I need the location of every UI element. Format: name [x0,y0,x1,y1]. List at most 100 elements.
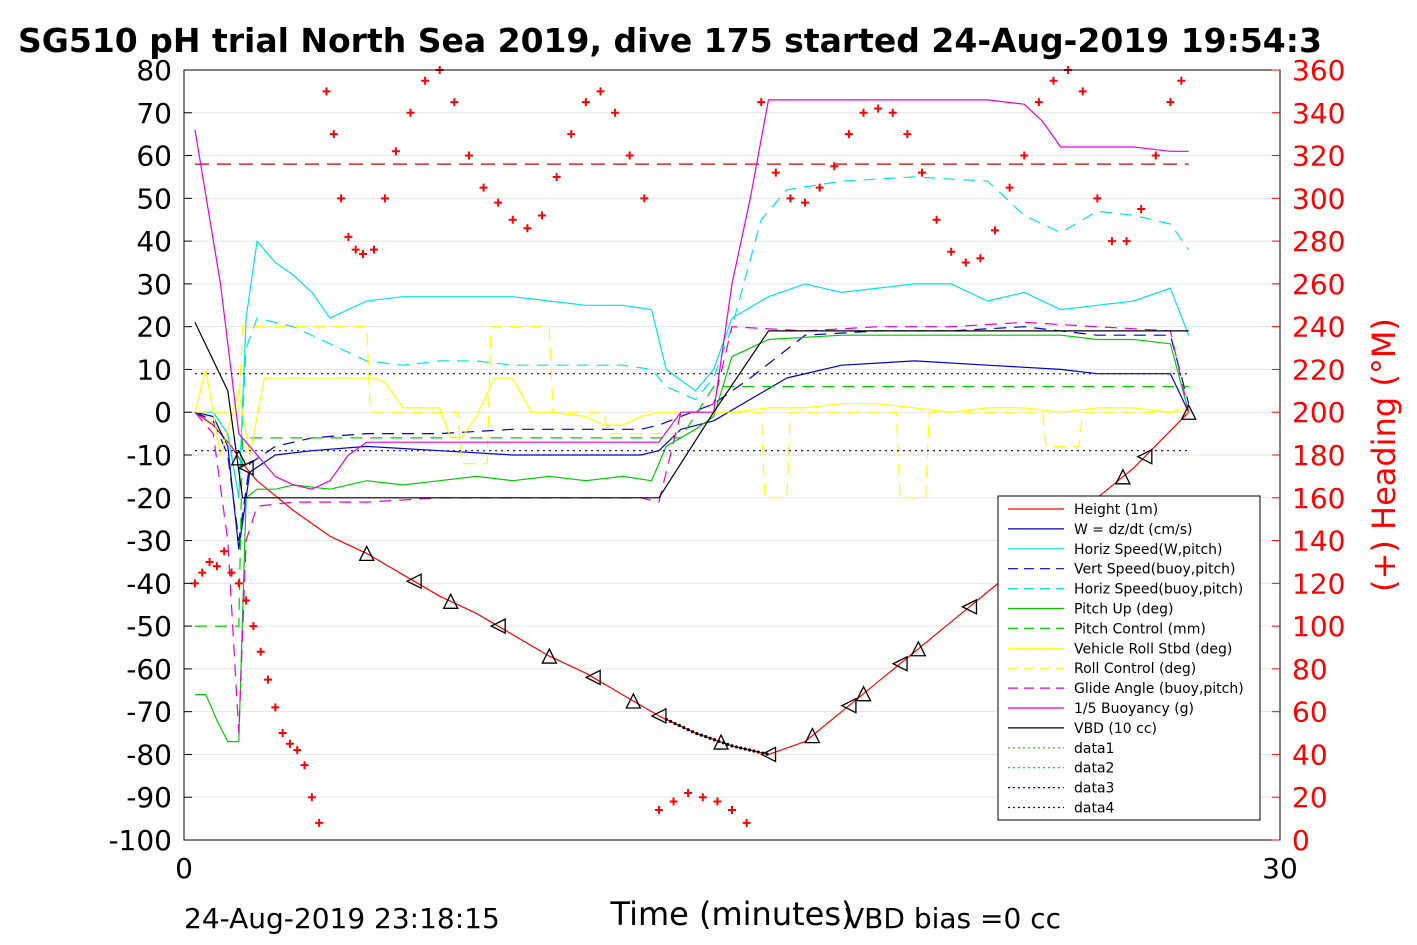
x-axis-ticks: 0 30 [175,832,1298,885]
height-dense-marker [669,719,673,724]
y-tick-label-13: -50 [126,610,172,643]
heading-marker [917,168,926,177]
heading-marker [1122,237,1131,246]
heading-marker [1107,237,1116,246]
height-dense-marker [695,731,699,736]
heading-marker [552,172,561,181]
heading-marker [264,675,273,684]
heading-marker [1020,151,1029,160]
heading-marker [329,130,338,139]
heading-marker [307,793,316,802]
heading-marker [322,87,331,96]
heading-marker [285,739,294,748]
y2-tick-label-14: 80 [1292,653,1328,686]
heading-marker [947,247,956,256]
height-dense-marker [739,746,743,750]
y-tick-label-5: 30 [136,268,172,301]
heading-marker [1078,87,1087,96]
heading-marker [1137,205,1146,214]
heading-marker [596,87,605,96]
height-dense-marker [712,738,717,742]
heading-marker [669,797,678,806]
y2-tick-label-1: 340 [1292,97,1345,130]
heading-marker [874,104,883,113]
series-line-0 [194,411,1190,756]
y-axis-left-ticks: 80 70 60 50 40 30 20 10 0 -10 -20 -30 -40 -50 -60 -70 -8… [108,54,192,857]
heading-marker [976,254,985,263]
heading-marker [786,194,795,203]
height-dense-marker [664,717,668,721]
y2-tick-label-6: 240 [1292,311,1345,344]
height-dense-marker [690,730,695,734]
heading-marker [581,98,590,107]
heading-marker [684,788,693,797]
height-triangle-markers [230,403,1197,763]
legend-entry-9: Glide Angle (buoy,pitch) [1074,681,1244,697]
heading-marker [198,568,207,577]
legend-entry-11: VBD (10 cc) [1074,721,1157,737]
heading-marker [494,198,503,207]
y-tick-label-15: -70 [126,696,172,729]
height-dense-marker [730,744,734,748]
y2-tick-label-5: 260 [1292,268,1345,301]
height-triangle-marker [1180,403,1197,420]
legend-entry-7: Vehicle Roll Stbd (deg) [1074,641,1232,657]
legend-entry-15: data4 [1074,801,1115,817]
y2-tick-label-16: 40 [1292,738,1328,771]
height-triangle-marker [625,692,642,709]
heading-marker [538,211,547,220]
heading-marker [249,622,258,631]
heading-marker [508,215,517,224]
heading-marker [932,215,941,224]
legend-entry-8: Roll Control (deg) [1074,661,1196,677]
series-line-7 [194,368,1189,456]
height-triangle-marker [760,746,777,763]
legend-entry-0: Height (1m) [1074,502,1158,518]
heading-marker [1049,76,1058,85]
y-tick-label-12: -40 [126,567,172,600]
height-dense-marker [704,735,708,739]
heading-marker [406,108,415,117]
heading-marker [611,108,620,117]
y2-tick-label-4: 280 [1292,225,1345,258]
y-tick-label-6: 20 [136,311,172,344]
legend-entry-2: Horiz Speed(W,pitch) [1074,542,1222,558]
legend-box [997,495,1261,821]
height-triangle-marker [1114,468,1131,485]
y2-tick-label-18: 0 [1292,824,1310,857]
series-line-10 [194,99,1189,490]
heading-marker [991,226,1000,235]
heading-marker [220,547,229,556]
heading-marker [278,729,287,738]
y2-tick-label-8: 200 [1292,396,1345,429]
heading-marker [293,746,302,755]
heading-marker [450,98,459,107]
heading-marker [523,224,532,233]
x-axis-label: Time (minutes) [610,895,854,933]
series-line-2 [195,240,1190,499]
heading-marker [234,579,243,588]
y2-axis-label: (+) Heading (°M) [1365,318,1403,592]
series-line-9 [194,321,1190,734]
heading-marker [227,568,236,577]
legend-entry-12: data1 [1074,741,1114,757]
heading-marker [256,647,265,656]
series-line-8 [195,326,1189,499]
y2-tick-label-11: 140 [1292,525,1345,558]
heading-marker [380,194,389,203]
heading-marker [815,183,824,192]
heading-marker [271,703,280,712]
height-dense-marker [726,742,730,746]
height-triangle-marker [910,640,927,657]
series-line-5 [195,334,1190,743]
y2-tick-label-13: 100 [1292,610,1345,643]
heading-marker [351,245,360,254]
y2-tick-label-3: 300 [1292,182,1345,215]
legend-entry-13: data2 [1074,761,1114,777]
y-tick-label-3: 50 [136,182,172,215]
heading-marker [464,151,473,160]
footer-vbd-bias: VBD bias =0 cc [845,902,1061,935]
y-tick-label-1: 70 [136,97,172,130]
height-dense-marker [747,748,752,752]
height-dense-marker [756,750,760,754]
